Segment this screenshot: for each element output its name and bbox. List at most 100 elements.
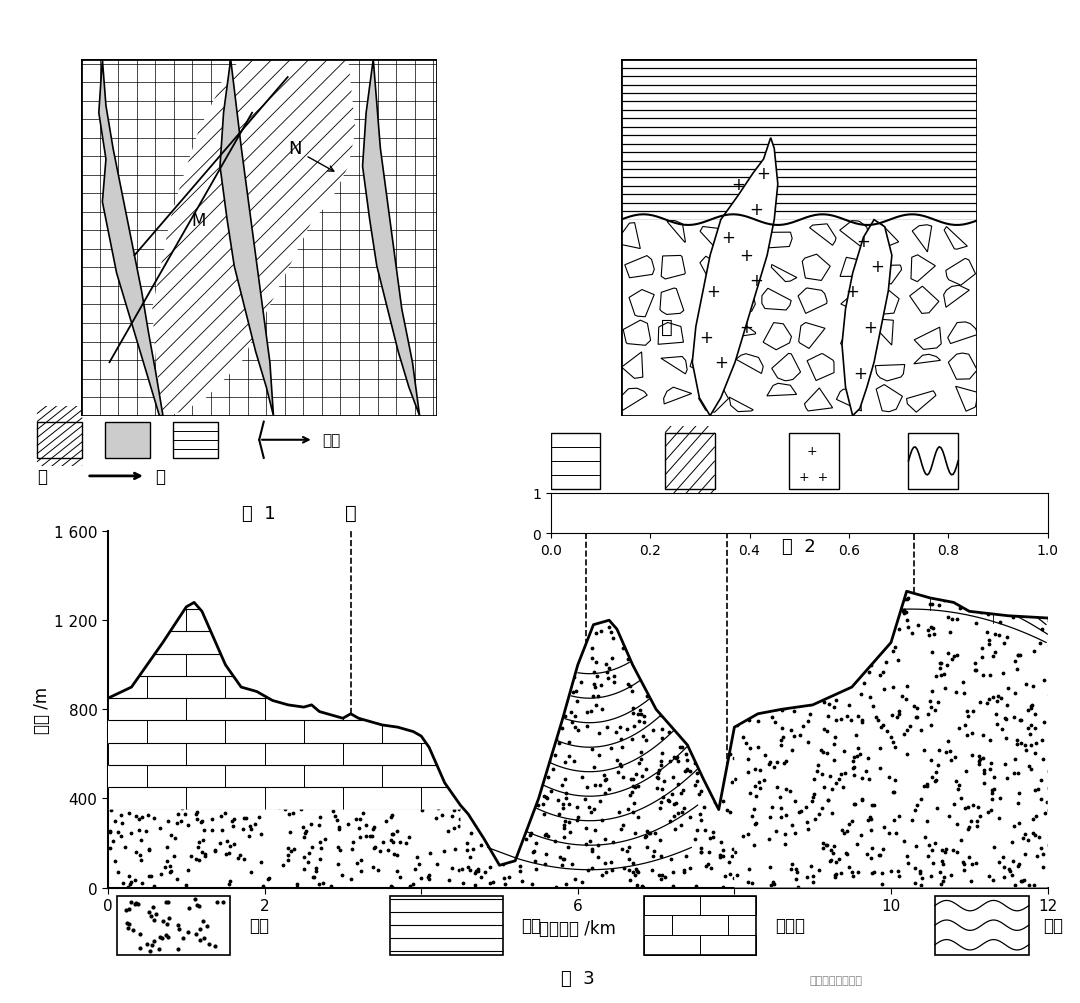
Point xyxy=(203,822,220,839)
Point xyxy=(430,800,447,816)
Polygon shape xyxy=(730,388,741,413)
Point xyxy=(379,625,396,641)
Point xyxy=(997,756,1014,772)
Point xyxy=(842,712,860,728)
Point xyxy=(588,697,605,713)
Point xyxy=(769,743,786,759)
Point xyxy=(794,718,811,734)
Point xyxy=(734,818,752,834)
Point xyxy=(316,831,334,848)
Point xyxy=(217,650,234,666)
Polygon shape xyxy=(771,255,801,282)
Point xyxy=(1005,709,1023,725)
Point xyxy=(140,843,158,859)
Point xyxy=(206,650,224,666)
Point xyxy=(503,632,521,648)
Point xyxy=(739,595,756,611)
Point xyxy=(193,844,211,860)
Point xyxy=(562,636,579,652)
Point xyxy=(343,690,361,706)
Point xyxy=(407,791,424,807)
Point xyxy=(827,854,845,870)
Point xyxy=(748,657,766,673)
Point xyxy=(448,748,465,764)
Point xyxy=(106,628,123,644)
Point xyxy=(542,723,559,739)
Point xyxy=(802,696,820,712)
Point xyxy=(296,641,313,657)
Point xyxy=(962,874,980,890)
Point xyxy=(791,727,808,743)
Point xyxy=(578,718,595,734)
Point xyxy=(1038,793,1055,809)
Point xyxy=(678,849,696,865)
Point xyxy=(883,683,901,699)
Point xyxy=(1021,728,1038,744)
Point xyxy=(713,849,730,865)
Text: 图  1: 图 1 xyxy=(242,505,276,523)
Point xyxy=(810,831,827,848)
Point xyxy=(1023,737,1040,753)
Polygon shape xyxy=(669,326,684,350)
Point xyxy=(1016,737,1034,753)
Point xyxy=(366,632,383,648)
Point xyxy=(374,732,391,748)
Point xyxy=(821,640,838,656)
Point xyxy=(463,764,481,780)
Point xyxy=(780,818,797,834)
Point xyxy=(786,825,804,842)
Point xyxy=(645,848,662,864)
Point xyxy=(1004,609,1022,625)
Point xyxy=(285,624,302,640)
Point xyxy=(839,847,856,863)
Point xyxy=(1007,877,1024,893)
Point xyxy=(1028,674,1045,690)
Point xyxy=(295,819,312,835)
Point xyxy=(357,608,375,624)
Point xyxy=(608,602,625,618)
Point xyxy=(531,753,549,769)
Point xyxy=(428,856,445,872)
Point xyxy=(675,635,692,651)
Point xyxy=(510,820,527,837)
Point xyxy=(730,854,747,870)
Point xyxy=(890,689,907,705)
Polygon shape xyxy=(700,225,726,248)
Point xyxy=(985,649,1002,665)
Point xyxy=(117,692,134,708)
Point xyxy=(856,669,874,685)
Point xyxy=(1020,777,1037,793)
Point xyxy=(418,611,435,627)
Bar xyxy=(935,896,1029,955)
Point xyxy=(500,870,517,886)
Point xyxy=(806,850,823,866)
Point xyxy=(112,749,130,765)
Point xyxy=(334,603,351,619)
Point xyxy=(630,808,647,824)
Point xyxy=(845,767,862,783)
Point xyxy=(990,572,1008,588)
Point xyxy=(302,815,320,831)
Point xyxy=(211,638,228,654)
Point xyxy=(895,872,913,888)
Point xyxy=(799,627,816,643)
Point xyxy=(684,696,701,712)
Point xyxy=(643,631,660,647)
Point xyxy=(835,788,852,804)
Point xyxy=(761,587,779,603)
Point xyxy=(275,713,293,729)
Point xyxy=(603,650,620,666)
Point xyxy=(255,636,272,652)
Point xyxy=(823,857,840,873)
Point xyxy=(416,776,433,792)
Point xyxy=(839,636,856,652)
Point xyxy=(969,708,986,724)
Point xyxy=(336,621,353,637)
Point xyxy=(465,780,483,796)
Point xyxy=(1014,874,1031,890)
Point xyxy=(801,598,819,614)
Point xyxy=(814,691,832,707)
Point xyxy=(366,839,383,855)
Point xyxy=(521,827,538,844)
Point xyxy=(336,600,353,616)
